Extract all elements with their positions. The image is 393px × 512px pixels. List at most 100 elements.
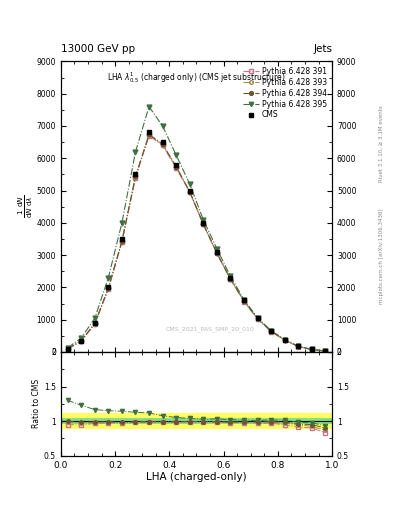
Text: mcplots.cern.ch [arXiv:1306.3436]: mcplots.cern.ch [arXiv:1306.3436] (379, 208, 384, 304)
Pythia 6.428 395 (79, 335, 84, 341)
Pythia 6.428 395 (242, 296, 246, 303)
Pythia 6.428 394 (65, 346, 70, 352)
Pythia 6.428 391 (147, 133, 151, 139)
CMS (79, 337, 84, 344)
Line: Pythia 6.428 395: Pythia 6.428 395 (65, 104, 328, 353)
Pythia 6.428 395 (269, 328, 274, 334)
CMS (106, 284, 111, 290)
CMS (65, 346, 70, 352)
Y-axis label: $\frac{1}{\mathrm{d}N}\frac{\mathrm{d}N}{\mathrm{d}\lambda}$: $\frac{1}{\mathrm{d}N}\frac{\mathrm{d}N}… (17, 195, 35, 219)
Text: Rivet 3.1.10, ≥ 3.1M events: Rivet 3.1.10, ≥ 3.1M events (379, 105, 384, 182)
CMS (187, 187, 192, 194)
Pythia 6.428 394 (296, 344, 301, 350)
Pythia 6.428 393 (282, 337, 287, 343)
CMS (92, 320, 97, 326)
Pythia 6.428 394 (133, 173, 138, 179)
Pythia 6.428 395 (323, 348, 328, 354)
Pythia 6.428 394 (309, 347, 314, 353)
Pythia 6.428 393 (133, 174, 138, 180)
CMS (323, 348, 328, 354)
Pythia 6.428 393 (147, 132, 151, 138)
Bar (61, 413, 332, 430)
Pythia 6.428 393 (242, 298, 246, 304)
Pythia 6.428 391 (79, 338, 84, 345)
CMS (309, 346, 314, 352)
Pythia 6.428 395 (201, 217, 206, 223)
Pythia 6.428 394 (255, 315, 260, 322)
Line: Pythia 6.428 393: Pythia 6.428 393 (66, 133, 327, 353)
CMS (133, 172, 138, 178)
Pythia 6.428 393 (255, 315, 260, 322)
Pythia 6.428 391 (92, 321, 97, 327)
Pythia 6.428 391 (106, 286, 111, 292)
Pythia 6.428 394 (201, 221, 206, 227)
Pythia 6.428 395 (296, 343, 301, 349)
Pythia 6.428 393 (174, 164, 178, 170)
Pythia 6.428 391 (255, 316, 260, 322)
Pythia 6.428 393 (160, 142, 165, 148)
Pythia 6.428 393 (309, 347, 314, 353)
Legend: Pythia 6.428 391, Pythia 6.428 393, Pythia 6.428 394, Pythia 6.428 395, CMS: Pythia 6.428 391, Pythia 6.428 393, Pyth… (242, 65, 328, 121)
Pythia 6.428 391 (119, 239, 124, 245)
CMS (296, 343, 301, 349)
Pythia 6.428 391 (309, 347, 314, 353)
CMS (147, 130, 151, 136)
Pythia 6.428 391 (323, 348, 328, 354)
Pythia 6.428 395 (147, 103, 151, 110)
Pythia 6.428 395 (133, 149, 138, 155)
Text: 13000 GeV pp: 13000 GeV pp (61, 44, 135, 54)
Pythia 6.428 391 (187, 189, 192, 195)
Pythia 6.428 394 (215, 250, 219, 256)
CMS (242, 297, 246, 304)
Pythia 6.428 391 (296, 344, 301, 350)
Pythia 6.428 393 (106, 285, 111, 291)
Pythia 6.428 393 (201, 221, 206, 227)
Pythia 6.428 393 (269, 328, 274, 334)
Pythia 6.428 394 (282, 337, 287, 343)
Pythia 6.428 394 (147, 131, 151, 137)
CMS (201, 220, 206, 226)
CMS (215, 249, 219, 255)
Pythia 6.428 394 (174, 164, 178, 170)
Pythia 6.428 391 (242, 298, 246, 305)
Pythia 6.428 393 (296, 344, 301, 350)
Pythia 6.428 395 (119, 220, 124, 226)
Pythia 6.428 391 (160, 142, 165, 148)
Pythia 6.428 393 (228, 276, 233, 282)
Pythia 6.428 395 (160, 123, 165, 129)
Text: CMS_2021_PAS_SMP_20_010: CMS_2021_PAS_SMP_20_010 (166, 326, 254, 332)
Pythia 6.428 394 (106, 285, 111, 291)
CMS (160, 139, 165, 145)
Line: CMS: CMS (65, 130, 328, 353)
Bar (61, 418, 332, 424)
CMS (119, 236, 124, 242)
Pythia 6.428 394 (323, 348, 328, 354)
Pythia 6.428 395 (92, 315, 97, 321)
Pythia 6.428 393 (323, 348, 328, 354)
Pythia 6.428 394 (228, 275, 233, 282)
Line: Pythia 6.428 394: Pythia 6.428 394 (66, 132, 327, 353)
Pythia 6.428 395 (187, 181, 192, 187)
Pythia 6.428 395 (65, 345, 70, 351)
CMS (228, 274, 233, 281)
Pythia 6.428 395 (282, 336, 287, 343)
Pythia 6.428 391 (215, 250, 219, 257)
Pythia 6.428 391 (228, 276, 233, 283)
Y-axis label: Ratio to CMS: Ratio to CMS (32, 379, 41, 429)
Pythia 6.428 394 (242, 298, 246, 304)
Pythia 6.428 391 (282, 337, 287, 344)
Pythia 6.428 395 (228, 273, 233, 279)
CMS (174, 162, 178, 168)
CMS (255, 315, 260, 321)
Pythia 6.428 391 (201, 221, 206, 227)
Line: Pythia 6.428 391: Pythia 6.428 391 (66, 134, 327, 353)
Pythia 6.428 395 (255, 315, 260, 321)
Pythia 6.428 395 (215, 246, 219, 252)
Pythia 6.428 393 (79, 338, 84, 344)
Pythia 6.428 394 (187, 188, 192, 195)
Pythia 6.428 394 (160, 141, 165, 147)
Pythia 6.428 393 (215, 250, 219, 256)
Pythia 6.428 394 (92, 320, 97, 326)
X-axis label: LHA (charged-only): LHA (charged-only) (146, 472, 247, 482)
Text: LHA $\lambda^{1}_{0.5}$ (charged only) (CMS jet substructure): LHA $\lambda^{1}_{0.5}$ (charged only) (… (107, 70, 286, 85)
